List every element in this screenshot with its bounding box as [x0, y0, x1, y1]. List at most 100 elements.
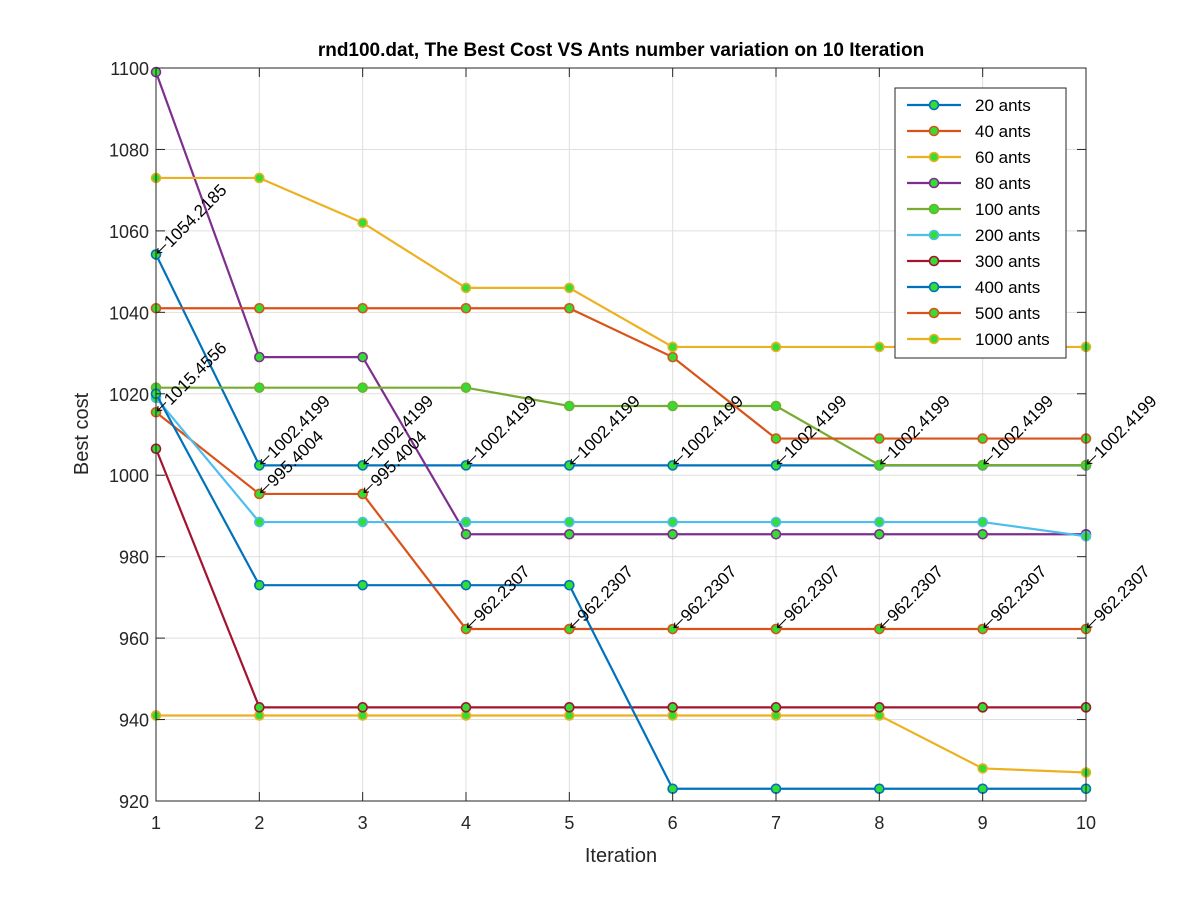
x-tick-label: 9 — [978, 813, 988, 833]
data-point — [667, 702, 678, 713]
data-point — [770, 528, 782, 540]
data-point — [977, 433, 988, 444]
annotation-arrowhead — [466, 622, 473, 629]
legend: 20 ants 40 ants 60 ants 80 ants 100 ants 200 … — [894, 87, 1067, 359]
data-point — [977, 516, 988, 528]
data-point — [977, 528, 988, 540]
data-point — [667, 783, 678, 795]
y-tick-label: 1080 — [109, 140, 149, 160]
legend-swatch-marker — [928, 177, 940, 189]
series-line — [156, 714, 1087, 774]
data-point — [564, 702, 575, 713]
series-line — [156, 307, 1086, 440]
annotation-arrow — [880, 455, 890, 465]
y-tick-label: 980 — [119, 548, 149, 568]
annotation-arrow — [467, 618, 477, 628]
legend-swatch-marker — [928, 151, 940, 163]
data-point — [874, 783, 885, 795]
data-point — [254, 382, 265, 393]
annotation-arrowhead — [673, 622, 680, 629]
legend-swatch-marker — [928, 229, 940, 241]
data-point — [460, 302, 472, 314]
data-point — [357, 702, 368, 713]
legend-item: 500 ants — [907, 304, 1040, 323]
annotation-label: 1002.4199 — [1090, 392, 1160, 462]
annotation-arrowhead — [983, 458, 990, 465]
data-point — [357, 217, 368, 229]
legend-swatch-marker — [928, 125, 940, 137]
series-200-ants — [150, 392, 1092, 542]
data-point — [667, 528, 678, 540]
y-tick-label: 920 — [119, 792, 149, 812]
data-point — [874, 341, 885, 353]
legend-item: 20 ants — [907, 96, 1031, 115]
series-300-ants — [150, 443, 1092, 713]
legend-label: 100 ants — [975, 200, 1040, 219]
data-point — [254, 172, 265, 184]
data-point — [874, 702, 885, 713]
data-point — [667, 516, 678, 528]
data-point — [770, 400, 782, 412]
legend-label: 400 ants — [975, 278, 1040, 297]
legend-label: 300 ants — [975, 252, 1040, 271]
legend-item: 300 ants — [907, 252, 1040, 271]
data-point — [460, 528, 472, 540]
data-point — [460, 382, 472, 393]
data-point — [460, 702, 472, 713]
legend-item: 1000 ants — [907, 330, 1050, 349]
annotation-arrowhead — [570, 622, 576, 629]
data-point — [977, 763, 988, 774]
data-point — [254, 702, 265, 713]
legend-label: 20 ants — [975, 96, 1031, 115]
annotation-arrow — [157, 244, 167, 254]
data-point — [874, 516, 885, 528]
data-point — [770, 433, 782, 444]
annotation-arrow — [777, 455, 787, 465]
annotation-arrow — [467, 455, 477, 465]
data-point — [357, 382, 368, 393]
annotation-arrowhead — [776, 622, 783, 629]
data-point — [770, 702, 782, 713]
annotation-arrowhead — [983, 622, 990, 629]
annotation-arrow — [260, 483, 270, 493]
annotation-arrowhead — [260, 458, 266, 465]
x-axis-label: Iteration — [585, 845, 657, 867]
data-point — [667, 400, 678, 412]
legend-swatch-marker — [928, 99, 940, 111]
data-point — [564, 579, 575, 591]
series-1000-ants — [150, 172, 1092, 353]
data-point — [357, 302, 368, 314]
x-tick-label: 4 — [461, 813, 471, 833]
legend-swatch-marker — [928, 255, 940, 267]
data-annotation: 1002.4199 — [1086, 392, 1161, 465]
data-point — [667, 341, 678, 353]
legend-item: 60 ants — [907, 148, 1031, 167]
data-point — [564, 302, 575, 314]
annotation-arrow — [983, 618, 993, 628]
series-line — [154, 448, 1086, 709]
y-tick-label: 960 — [119, 629, 149, 649]
y-tick-label: 1000 — [109, 466, 149, 486]
annotation-arrowhead — [363, 458, 370, 465]
y-tick-label: 1020 — [109, 385, 149, 405]
x-tick-label: 1 — [151, 813, 161, 833]
legend-swatch-marker — [928, 333, 940, 345]
data-point — [977, 702, 988, 713]
data-point — [874, 433, 885, 444]
annotation-arrowhead — [156, 405, 163, 412]
data-point — [460, 516, 472, 528]
data-point — [254, 351, 265, 363]
legend-label: 500 ants — [975, 304, 1040, 323]
series-500-ants — [150, 302, 1092, 444]
x-tick-label: 8 — [874, 813, 884, 833]
x-tick-label: 5 — [564, 813, 574, 833]
legend-item: 400 ants — [907, 278, 1040, 297]
annotation-arrow — [363, 455, 373, 465]
annotation-arrowhead — [1086, 458, 1093, 465]
annotation-arrow — [570, 455, 580, 465]
series-line — [154, 71, 1086, 536]
legend-label: 40 ants — [975, 122, 1031, 141]
data-point — [874, 528, 885, 540]
x-tick-label: 3 — [358, 813, 368, 833]
